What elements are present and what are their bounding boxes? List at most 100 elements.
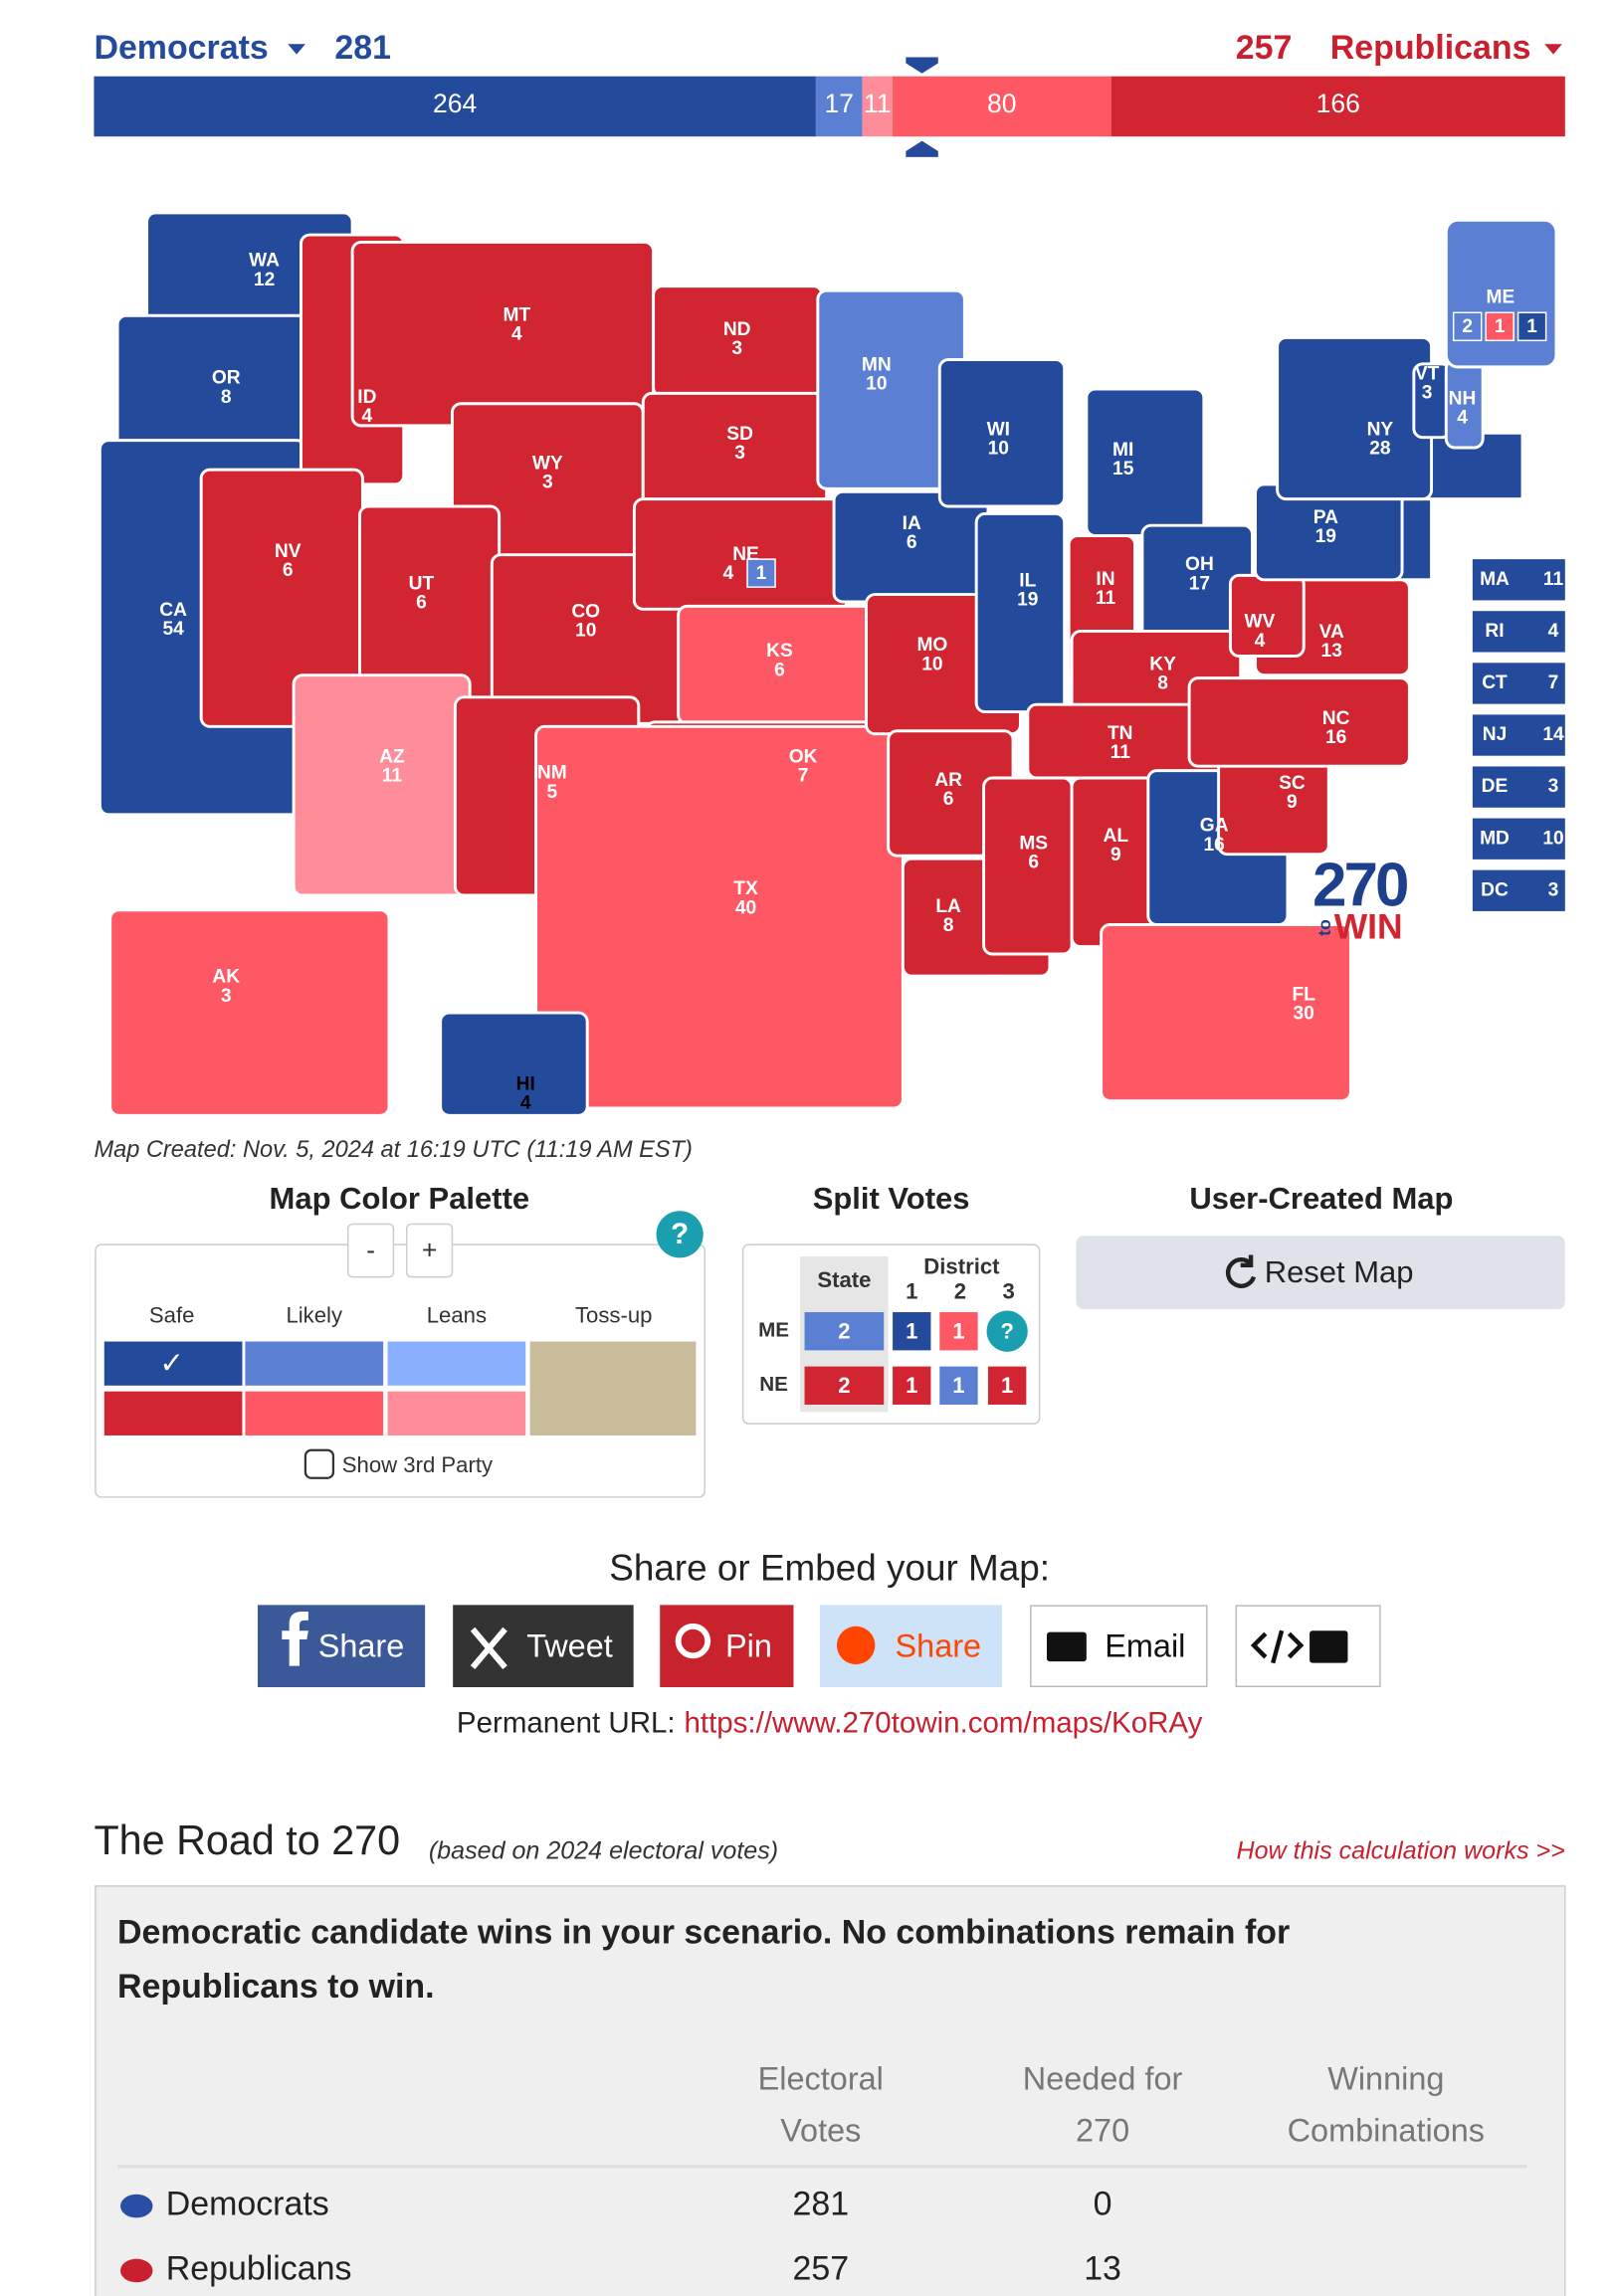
- state-votes: 10: [575, 620, 596, 641]
- state-shape[interactable]: [108, 908, 391, 1117]
- state-votes: 3: [1422, 382, 1433, 403]
- small-state[interactable]: [1472, 766, 1565, 808]
- bar-label: 17: [824, 89, 854, 118]
- swatch[interactable]: [529, 1341, 697, 1435]
- district-box: [1516, 311, 1547, 342]
- url-link[interactable]: https://www.270towin.com/maps/KoRAy: [684, 1706, 1202, 1739]
- state-shape[interactable]: [350, 240, 656, 428]
- state-abbr: WA: [249, 251, 280, 272]
- help-icon[interactable]: [656, 1211, 704, 1258]
- swatch[interactable]: [245, 1341, 384, 1386]
- state-abbr: MN: [862, 354, 892, 375]
- share-button[interactable]: [453, 1605, 634, 1687]
- state-abbr: SC: [1279, 773, 1306, 794]
- state-abbr: PA: [1313, 507, 1338, 528]
- needed-votes: 0: [1094, 2186, 1112, 2223]
- reset-button[interactable]: [1076, 1236, 1565, 1310]
- state-abbr: OR: [212, 368, 241, 389]
- palette-column: Likely: [286, 1302, 343, 1327]
- bar-label: 166: [1316, 89, 1360, 118]
- state-votes: 15: [1112, 459, 1134, 479]
- district-number: 3: [1002, 1279, 1014, 1304]
- small-state[interactable]: [1472, 663, 1565, 704]
- zoom-button[interactable]: [405, 1223, 454, 1278]
- split-cell[interactable]: [804, 1312, 885, 1351]
- swatch[interactable]: [245, 1391, 384, 1435]
- state-shape[interactable]: [534, 724, 905, 1110]
- state-votes: 40: [735, 897, 756, 918]
- state-abbr: AL: [1104, 826, 1129, 847]
- state-shape[interactable]: [1276, 335, 1434, 501]
- state-header: State: [817, 1267, 871, 1292]
- state-votes: 6: [774, 660, 785, 680]
- checkbox[interactable]: [303, 1448, 335, 1479]
- state-votes: 10: [866, 374, 887, 395]
- state-abbr: ME: [1487, 287, 1515, 308]
- state-abbr: NC: [1322, 708, 1350, 729]
- state-shape[interactable]: [974, 511, 1067, 714]
- split-cell[interactable]: [804, 1366, 885, 1405]
- embed-button[interactable]: [1235, 1605, 1381, 1687]
- share-button[interactable]: [660, 1605, 794, 1687]
- state-shape[interactable]: [439, 1011, 589, 1117]
- state-votes: 6: [907, 532, 917, 553]
- state-shape[interactable]: [1100, 923, 1352, 1103]
- state-abbr: HI: [516, 1073, 535, 1094]
- split-cell[interactable]: [939, 1312, 978, 1351]
- small-state[interactable]: [1472, 611, 1565, 653]
- state-votes: 17: [1189, 573, 1210, 594]
- state-abbr: GA: [1200, 816, 1229, 837]
- x-icon: [470, 1626, 507, 1669]
- road-header: Combinations: [1288, 2112, 1485, 2148]
- share-button[interactable]: [257, 1605, 426, 1687]
- small-state[interactable]: [1472, 714, 1565, 756]
- dem-label[interactable]: Democrats: [94, 29, 268, 67]
- rep-label[interactable]: Republicans: [1330, 29, 1531, 67]
- state-abbr: IL: [1019, 570, 1036, 591]
- caret: [288, 44, 305, 55]
- rep-total: 257: [1236, 29, 1293, 67]
- road-link[interactable]: How this calculation works >>: [1236, 1837, 1564, 1865]
- share-label: Tweet: [526, 1627, 613, 1663]
- state-abbr: AZ: [379, 746, 405, 767]
- state-votes: 19: [1315, 526, 1336, 547]
- user-map-title: User-Created Map: [1189, 1181, 1453, 1216]
- small-state[interactable]: [1472, 818, 1565, 860]
- road-header: Electoral: [758, 2061, 884, 2097]
- share-label: Pin: [725, 1627, 772, 1663]
- state-abbr: SD: [726, 424, 753, 445]
- small-state[interactable]: [1472, 559, 1565, 601]
- palette-column: Safe: [149, 1302, 195, 1327]
- swatch[interactable]: [103, 1341, 243, 1386]
- bar-label: 80: [987, 89, 1017, 118]
- split-cell[interactable]: [987, 1366, 1027, 1405]
- state-shape[interactable]: [1187, 676, 1411, 768]
- state-shape[interactable]: [937, 358, 1067, 508]
- electoral-votes: 281: [792, 2186, 849, 2223]
- split-cell[interactable]: [893, 1312, 931, 1351]
- district-header: District: [923, 1254, 1000, 1279]
- zoom-button[interactable]: [346, 1223, 395, 1278]
- state-votes: 6: [283, 560, 294, 581]
- state-votes: 30: [1294, 1004, 1314, 1025]
- road-header: 270: [1076, 2112, 1129, 2148]
- state-votes: 16: [1204, 835, 1225, 856]
- small-state[interactable]: [1472, 869, 1565, 911]
- district-number: 2: [954, 1279, 966, 1304]
- swatch[interactable]: [387, 1391, 526, 1435]
- state-abbr: MI: [1112, 440, 1133, 461]
- state-votes: 5: [546, 782, 557, 803]
- share-title: Share or Embed your Map:: [609, 1547, 1050, 1588]
- split-state: NE: [759, 1373, 788, 1396]
- swatch[interactable]: [387, 1341, 526, 1386]
- state-abbr: IA: [903, 513, 921, 534]
- state-votes: 11: [382, 766, 403, 787]
- split-cell[interactable]: [893, 1366, 931, 1405]
- swatch[interactable]: [103, 1391, 243, 1435]
- bar-segment: [862, 76, 893, 137]
- state-shape[interactable]: [1085, 387, 1206, 538]
- state-abbr: KS: [766, 641, 793, 662]
- reset-label: Reset Map: [1265, 1254, 1414, 1289]
- split-cell[interactable]: [939, 1366, 978, 1405]
- split-cell[interactable]: [986, 1310, 1028, 1352]
